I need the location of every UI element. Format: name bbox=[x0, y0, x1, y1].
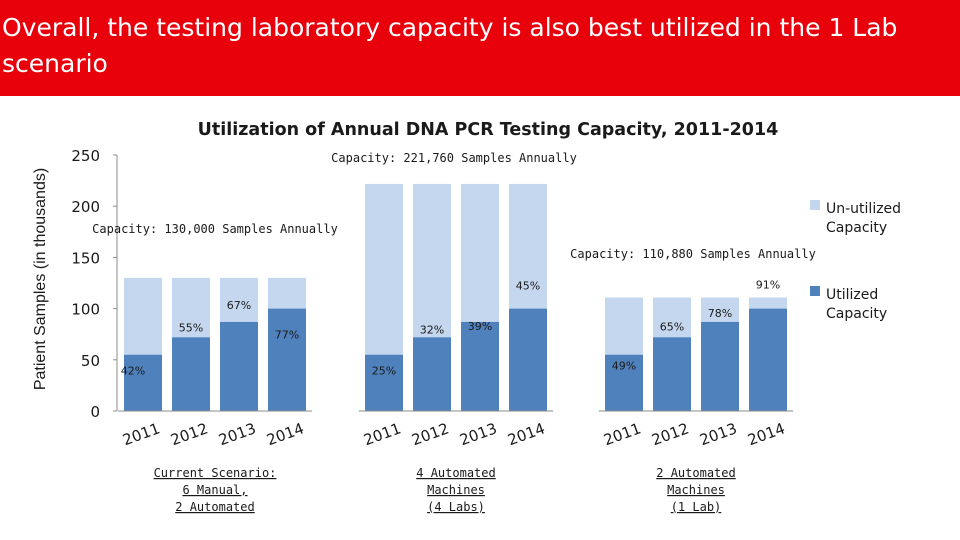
x-tick-label: 2011 bbox=[601, 419, 643, 449]
legend-label: Un-utilized Capacity bbox=[826, 201, 901, 236]
x-tick-label: 2013 bbox=[697, 419, 739, 449]
legend: Un-utilized Capacity Utilized Capacity bbox=[810, 200, 901, 322]
x-tick-label: 2013 bbox=[216, 419, 258, 449]
bar-unutilized bbox=[509, 183, 547, 309]
y-tick-label: 250 bbox=[71, 147, 100, 165]
y-tick-label: 50 bbox=[81, 352, 100, 370]
legend-label: Utilized Capacity bbox=[826, 287, 887, 322]
percent-label: 65% bbox=[660, 320, 684, 333]
x-tick-label: 2014 bbox=[745, 419, 787, 449]
annotations-layer: 42% 2011 55% 2012 67% 2013 77% 2014 Capacity: 13… bbox=[92, 151, 816, 514]
y-tick-label: 100 bbox=[71, 301, 100, 319]
percent-label: 42% bbox=[121, 365, 145, 378]
x-tick-label: 2011 bbox=[361, 419, 403, 449]
bar-unutilized bbox=[220, 277, 258, 322]
percent-label: 39% bbox=[468, 320, 492, 333]
percent-label: 25% bbox=[372, 365, 396, 378]
bar-utilized bbox=[749, 308, 787, 411]
bar-utilized bbox=[509, 308, 547, 411]
capacity-label: Capacity: 110,880 Samples Annually bbox=[570, 247, 816, 261]
scenario-label: Current Scenario: 6 Manual, 2 Automated bbox=[154, 466, 277, 514]
percent-label: 67% bbox=[227, 299, 251, 312]
bar-unutilized bbox=[653, 297, 691, 338]
bar-utilized bbox=[461, 321, 499, 411]
capacity-label: Capacity: 221,760 Samples Annually bbox=[331, 151, 577, 165]
x-tick-label: 2011 bbox=[120, 419, 162, 449]
x-tick-label: 2013 bbox=[457, 419, 499, 449]
bars-layer bbox=[118, 183, 793, 412]
bar-unutilized bbox=[461, 183, 499, 322]
bar-utilized bbox=[701, 321, 739, 411]
stacked-bar-chart: Utilization of Annual DNA PCR Testing Ca… bbox=[32, 120, 901, 514]
percent-label: 32% bbox=[420, 323, 444, 336]
percent-label: 91% bbox=[756, 279, 780, 292]
bar-unutilized bbox=[701, 297, 739, 322]
percent-label: 77% bbox=[275, 329, 299, 342]
bar-utilized bbox=[365, 354, 403, 411]
y-axis-label: Patient Samples (in thousands) bbox=[32, 168, 49, 390]
percent-label: 55% bbox=[179, 321, 203, 334]
slide-title: Overall, the testing laboratory capacity… bbox=[2, 13, 898, 78]
capacity-label: Capacity: 130,000 Samples Annually bbox=[92, 222, 338, 236]
title-banner: Overall, the testing laboratory capacity… bbox=[0, 0, 960, 96]
bar-utilized bbox=[220, 321, 258, 411]
percent-label: 78% bbox=[708, 307, 732, 320]
y-tick-label: 0 bbox=[90, 403, 100, 421]
bar-utilized bbox=[268, 308, 306, 411]
bar-utilized bbox=[605, 354, 643, 411]
bar-unutilized bbox=[749, 297, 787, 309]
bar-utilized bbox=[653, 337, 691, 411]
bar-utilized bbox=[413, 337, 451, 411]
legend-swatch bbox=[810, 286, 820, 296]
scenario-label: 2 Automated Machines (1 Lab) bbox=[656, 466, 735, 514]
bar-unutilized bbox=[124, 277, 162, 355]
y-tick-label: 150 bbox=[71, 249, 100, 267]
bar-unutilized bbox=[605, 297, 643, 355]
scenario-label: 4 Automated Machines (4 Labs) bbox=[416, 466, 495, 514]
x-tick-label: 2012 bbox=[409, 419, 451, 449]
legend-swatch bbox=[810, 200, 820, 210]
bar-unutilized bbox=[172, 277, 210, 338]
y-tick-label: 200 bbox=[71, 198, 100, 216]
bar-utilized bbox=[124, 354, 162, 411]
x-tick-label: 2012 bbox=[649, 419, 691, 449]
percent-label: 45% bbox=[516, 280, 540, 293]
x-tick-label: 2014 bbox=[505, 419, 547, 449]
bar-unutilized bbox=[268, 277, 306, 309]
bar-unutilized bbox=[413, 183, 451, 338]
bar-unutilized bbox=[365, 183, 403, 355]
percent-label: 49% bbox=[612, 360, 636, 373]
x-tick-label: 2012 bbox=[168, 419, 210, 449]
chart-title: Utilization of Annual DNA PCR Testing Ca… bbox=[198, 120, 779, 140]
bar-utilized bbox=[172, 337, 210, 411]
x-tick-label: 2014 bbox=[264, 419, 306, 449]
y-axis: 0 50 100 150 200 250 bbox=[71, 147, 118, 421]
